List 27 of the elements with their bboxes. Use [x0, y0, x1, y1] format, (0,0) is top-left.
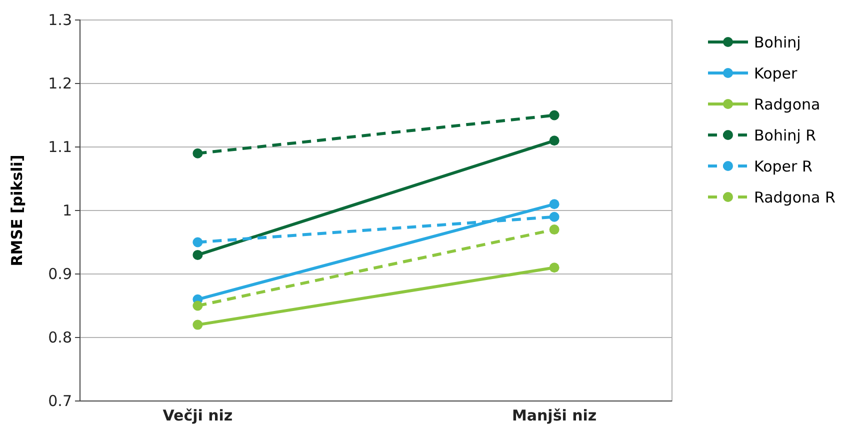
y-tick-label: 0.9 [48, 264, 72, 283]
legend-label: Koper [754, 64, 798, 82]
legend-label: Radgona [754, 95, 820, 114]
legend-label: Radgona R [754, 188, 836, 206]
point [549, 199, 560, 210]
y-tick-label: 0.8 [48, 328, 72, 346]
point [549, 262, 560, 273]
y-tick-label: 0.7 [48, 392, 72, 410]
y-tick-label: 1 [62, 201, 72, 220]
legend-label: Koper R [754, 157, 812, 176]
y-tick-label: 1.2 [48, 74, 72, 92]
legend-label: Bohinj R [754, 126, 816, 144]
point [192, 148, 203, 158]
x-tick-label: Večji niz [162, 406, 233, 424]
legend-label: Bohinj [754, 33, 801, 52]
point [192, 300, 203, 311]
y-tick-label: 1.1 [48, 138, 72, 156]
point [192, 237, 203, 248]
y-axis-title: RMSE [piksli] [8, 154, 26, 266]
x-tick-label: Manjši niz [512, 406, 597, 424]
point [192, 320, 203, 330]
point [549, 224, 560, 235]
point [549, 212, 560, 222]
point [192, 250, 203, 260]
point [549, 136, 560, 146]
point [549, 110, 560, 120]
y-tick-label: 1.3 [48, 10, 72, 29]
